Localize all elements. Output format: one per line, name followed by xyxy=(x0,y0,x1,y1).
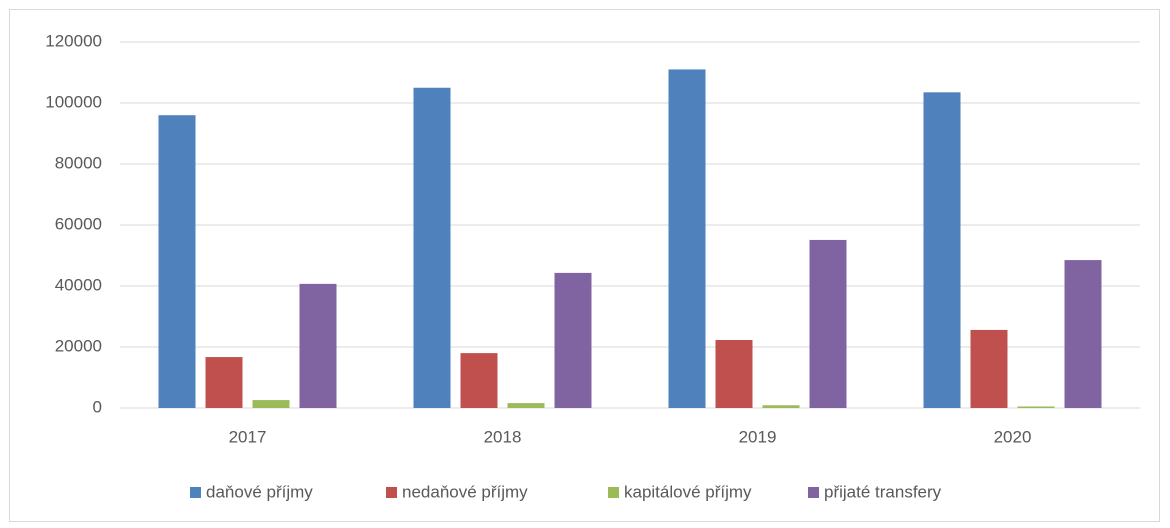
legend-label: kapitálové příjmy xyxy=(624,482,752,501)
bar xyxy=(299,283,337,408)
legend-swatch xyxy=(190,487,201,498)
y-tick-label: 20000 xyxy=(55,336,102,355)
legend-swatch xyxy=(386,487,397,498)
bar xyxy=(460,353,498,408)
bar xyxy=(923,92,961,408)
y-tick-label: 80000 xyxy=(55,153,102,172)
bar xyxy=(715,339,753,408)
x-tick-label: 2018 xyxy=(484,427,522,446)
bar xyxy=(252,400,290,408)
bar xyxy=(1017,406,1055,408)
y-tick-label: 120000 xyxy=(45,31,102,50)
legend-swatch xyxy=(608,487,619,498)
legend-label: daňové příjmy xyxy=(206,482,313,501)
bar xyxy=(809,239,847,408)
legend-label: nedaňové příjmy xyxy=(402,482,528,501)
legend-label: přijaté transfery xyxy=(824,482,942,501)
bar xyxy=(158,115,196,408)
bar xyxy=(762,405,800,408)
bar xyxy=(970,329,1008,408)
bar xyxy=(1064,260,1102,408)
y-tick-label: 40000 xyxy=(55,275,102,294)
x-tick-label: 2017 xyxy=(229,427,267,446)
chart-frame xyxy=(9,9,1160,522)
bar xyxy=(413,87,451,408)
bar xyxy=(554,272,592,408)
legend-swatch xyxy=(808,487,819,498)
y-tick-label: 0 xyxy=(93,397,102,416)
bar xyxy=(668,69,706,408)
bar xyxy=(205,357,243,408)
x-tick-label: 2020 xyxy=(994,427,1032,446)
y-tick-label: 100000 xyxy=(45,92,102,111)
y-tick-label: 60000 xyxy=(55,214,102,233)
x-tick-label: 2019 xyxy=(739,427,777,446)
bar xyxy=(507,403,545,408)
